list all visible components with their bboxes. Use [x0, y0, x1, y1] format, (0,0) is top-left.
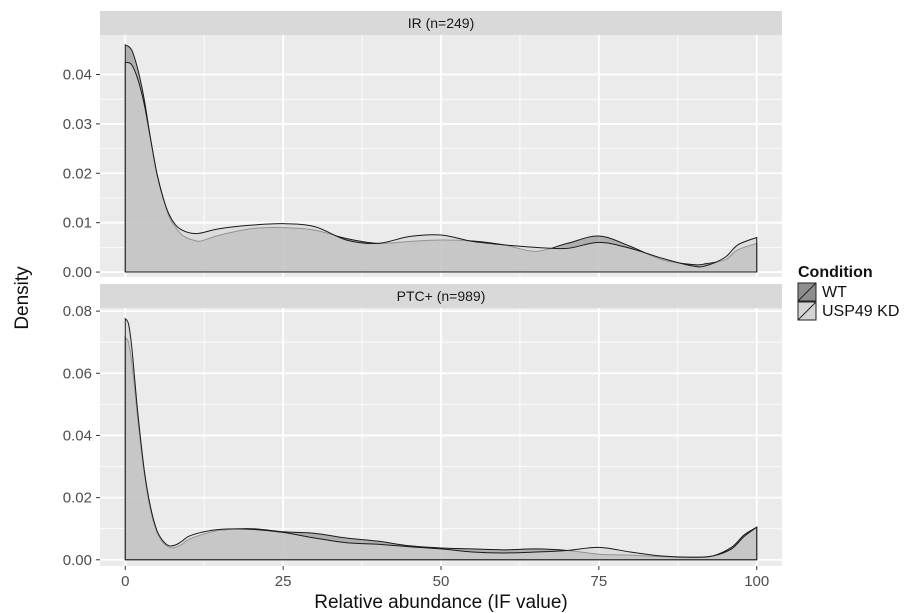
density-area-ptc-usp49-kd [124, 317, 758, 561]
y-tick-label: 0.04 [63, 427, 92, 444]
y-tick-label: 0.01 [63, 215, 92, 232]
y-tick-label: 0.02 [63, 490, 92, 507]
strip-ptc-label: PTC+ (n=989) [397, 288, 486, 304]
panel-ir-density-areas [124, 43, 758, 273]
legend-key-wt: WT [797, 282, 847, 302]
legend-key-usp49-kd: USP49 KD [797, 301, 899, 321]
strip-ir-label: IR (n=249) [408, 15, 475, 31]
x-axis-title: Relative abundance (IF value) [314, 592, 567, 613]
y-tick-label: 0.08 [63, 303, 92, 320]
y-tick-label: 0.04 [63, 67, 92, 84]
y-tick-label: 0.00 [63, 264, 92, 281]
legend-swatch-usp49-kd-slash [797, 301, 817, 321]
x-tick-label: 50 [433, 573, 450, 590]
legend-label-usp49-kd: USP49 KD [822, 303, 899, 320]
panel-ir-y-ticks: 0.00 0.01 0.02 0.03 0.04 [63, 67, 100, 281]
x-axis: 0 25 50 75 100 [121, 566, 769, 590]
y-tick-label: 0.00 [63, 552, 92, 569]
legend-title: Condition [798, 264, 873, 281]
density-area-ir-usp49-kd [124, 61, 758, 273]
legend-label-wt: WT [822, 284, 847, 301]
panel-ptc-y-ticks: 0.00 0.02 0.04 0.06 0.08 [63, 303, 100, 569]
y-tick-label: 0.06 [63, 365, 92, 382]
x-tick-label: 0 [121, 573, 129, 590]
panel-ptc-density-areas [124, 317, 758, 561]
x-tick-label: 25 [275, 573, 292, 590]
panel-ptc: PTC+ (n=989) 0.00 0.02 0.04 0.06 0.08 [63, 284, 782, 569]
y-axis-title: Density [12, 266, 33, 330]
legend: Condition WT USP49 KD [797, 264, 899, 321]
legend-swatch-wt-slash [797, 282, 817, 302]
panel-ir: IR (n=249) 0.00 0.01 0.02 0.03 0.04 [63, 11, 782, 281]
x-tick-label: 75 [591, 573, 608, 590]
strip-ir-background [100, 11, 782, 35]
x-tick-label: 100 [744, 573, 769, 590]
y-tick-label: 0.03 [63, 116, 92, 133]
y-tick-label: 0.02 [63, 165, 92, 182]
strip-ptc-background [100, 284, 782, 308]
